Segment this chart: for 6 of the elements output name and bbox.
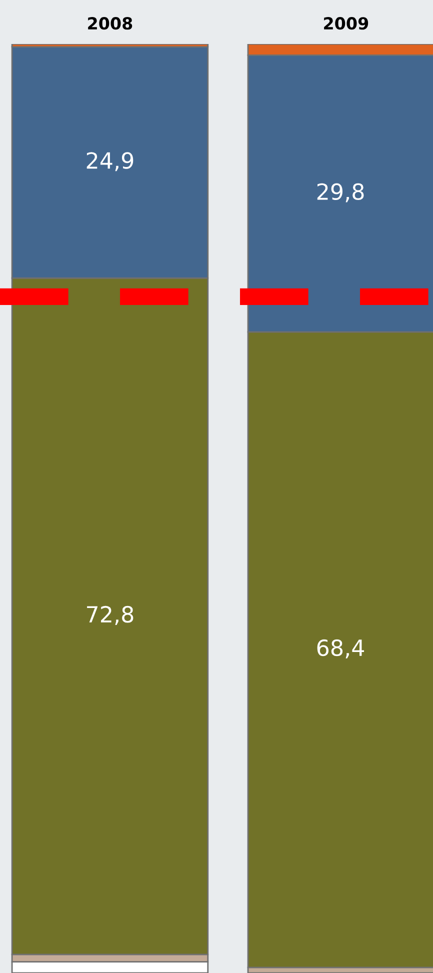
x-tick-label: 2009 — [324, 17, 368, 30]
x-tick-label: 2008 — [88, 17, 132, 30]
data-label: 29,8 — [317, 183, 364, 202]
data-label: 24,9 — [86, 152, 134, 172]
data-label: 72,8 — [87, 606, 134, 625]
data-label: 68,4 — [317, 639, 364, 658]
